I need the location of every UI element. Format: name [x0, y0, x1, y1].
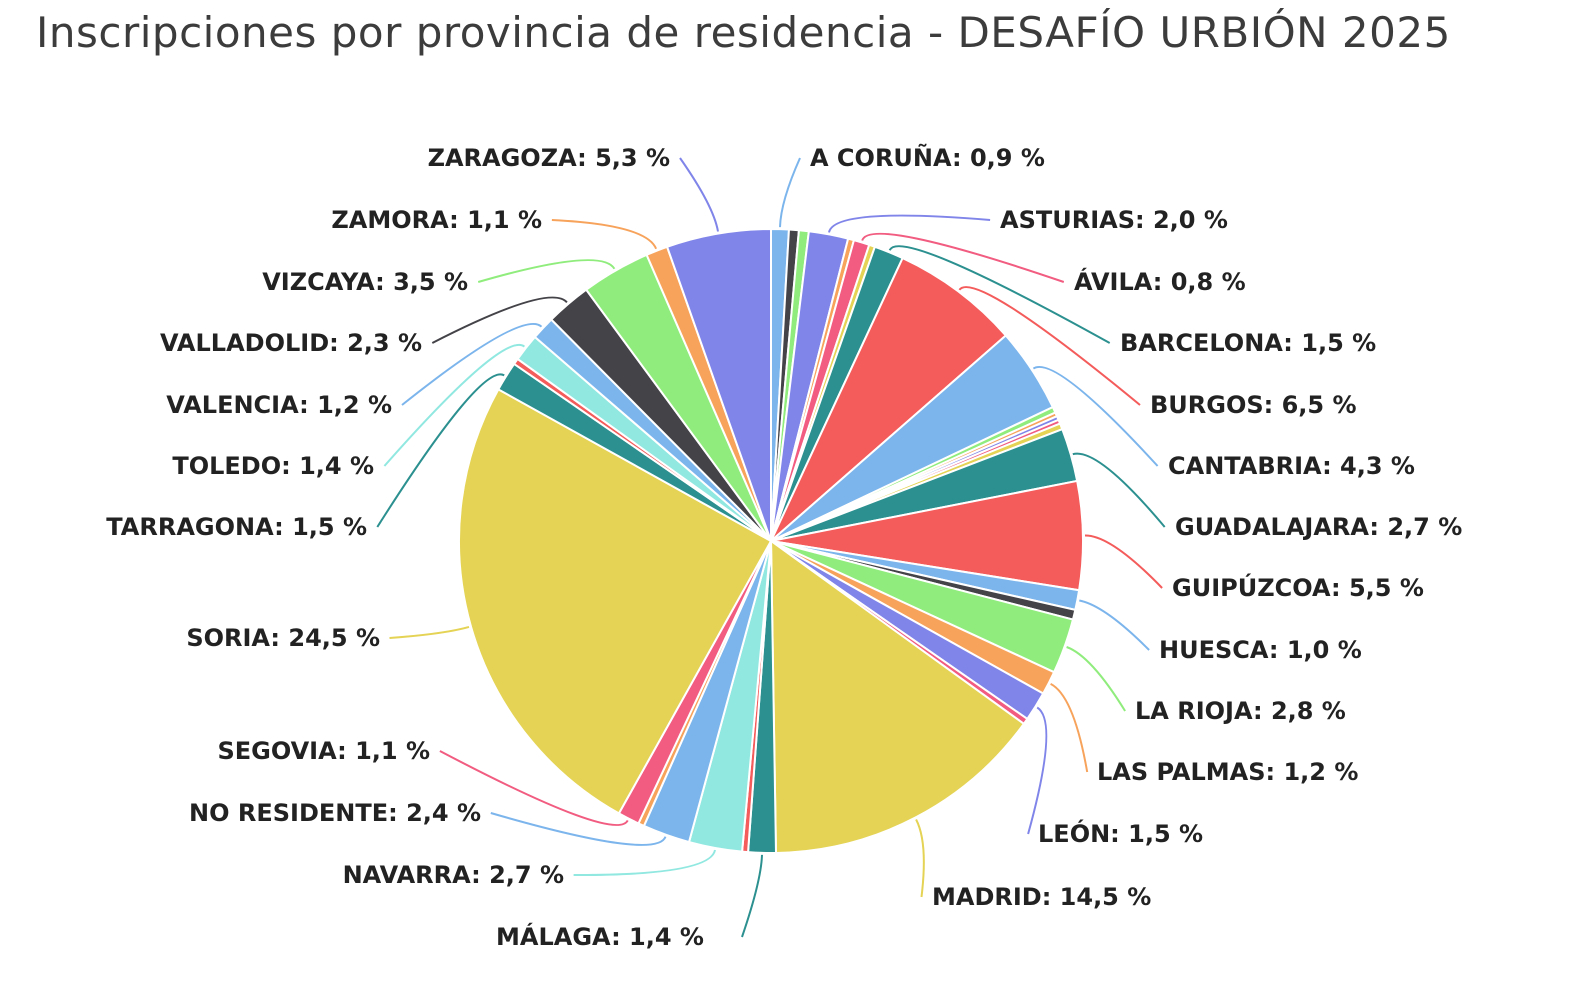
connector-zamora [551, 219, 658, 250]
label-barcelona: BARCELONA: 1,5 % [1120, 329, 1376, 357]
connector-las-palmas [1050, 683, 1089, 773]
label-huesca: HUESCA: 1,0 % [1159, 636, 1362, 664]
pie-slice-madrid [769, 539, 1026, 854]
connector-segovia [439, 750, 629, 827]
connector-la-rioja [1066, 646, 1126, 712]
pie-slice-burgos [770, 256, 1008, 542]
connector-leon [1027, 706, 1048, 835]
connector-tarragona [376, 373, 505, 528]
connector-guipuzcoa [1084, 534, 1163, 589]
labels-layer: A CORUÑA: 0,9 % ASTURIAS: 2,0 % ÁVILA: 0,8… [106, 143, 1462, 951]
chart-title: Inscripciones por provincia de residenci… [36, 8, 1451, 57]
pie-slice-soria [458, 387, 773, 815]
connector-navarra [573, 849, 716, 877]
connector-huesca [1079, 599, 1150, 651]
connector-madrid [915, 819, 925, 898]
label-toledo: TOLEDO: 1,4 % [172, 452, 374, 480]
connector-asturias [828, 214, 991, 233]
label-malaga: MÁLAGA: 1,4 % [496, 922, 704, 951]
connector-valladolid [431, 296, 568, 344]
label-no-residente: NO RESIDENTE: 2,4 % [189, 799, 481, 827]
label-las-palmas: LAS PALMAS: 1,2 % [1097, 758, 1358, 786]
connector-guadalajara [1072, 452, 1166, 528]
connectors-layer [376, 157, 1166, 938]
slices-layer [458, 227, 1084, 854]
connector-zaragoza [679, 157, 719, 232]
connector-toledo [383, 344, 526, 467]
connector-avila [861, 232, 1065, 283]
connector-a-coruna [779, 157, 801, 228]
connector-barcelona [888, 245, 1111, 344]
label-zamora: ZAMORA: 1,1 % [331, 206, 542, 234]
label-madrid: MADRID: 14,5 % [932, 883, 1151, 911]
label-soria: SORIA: 24,5 % [186, 624, 380, 652]
label-navarra: NAVARRA: 2,7 % [343, 861, 564, 889]
label-segovia: SEGOVIA: 1,1 % [217, 737, 430, 765]
label-zaragoza: ZARAGOZA: 5,3 % [428, 144, 670, 172]
connector-vizcaya [477, 259, 616, 283]
connector-cantabria [1032, 366, 1159, 467]
connector-no-residente [490, 812, 667, 846]
label-asturias: ASTURIAS: 2,0 % [1000, 206, 1228, 234]
connector-soria [389, 625, 470, 639]
connector-burgos [958, 286, 1141, 406]
label-tarragona: TARRAGONA: 1,5 % [106, 513, 367, 541]
label-guipuzcoa: GUIPÚZCOA: 5,5 % [1172, 572, 1424, 602]
label-vizcaya: VIZCAYA: 3,5 % [262, 268, 468, 296]
label-valencia: VALENCIA: 1,2 % [166, 391, 392, 419]
label-guadalajara: GUADALAJARA: 2,7 % [1175, 513, 1462, 541]
label-avila: ÁVILA: 0,8 % [1074, 267, 1246, 296]
connector-valencia [401, 322, 543, 406]
label-leon: LEÓN: 1,5 % [1038, 818, 1203, 848]
label-cantabria: CANTABRIA: 4,3 % [1168, 452, 1415, 480]
label-valladolid: VALLADOLID: 2,3 % [160, 329, 422, 357]
pie-slice-zaragoza [665, 227, 772, 542]
label-a-coruna: A CORUÑA: 0,9 % [810, 143, 1045, 172]
label-la-rioja: LA RIOJA: 2,8 % [1135, 697, 1346, 725]
connector-malaga [741, 854, 763, 938]
label-burgos: BURGOS: 6,5 % [1150, 391, 1357, 419]
